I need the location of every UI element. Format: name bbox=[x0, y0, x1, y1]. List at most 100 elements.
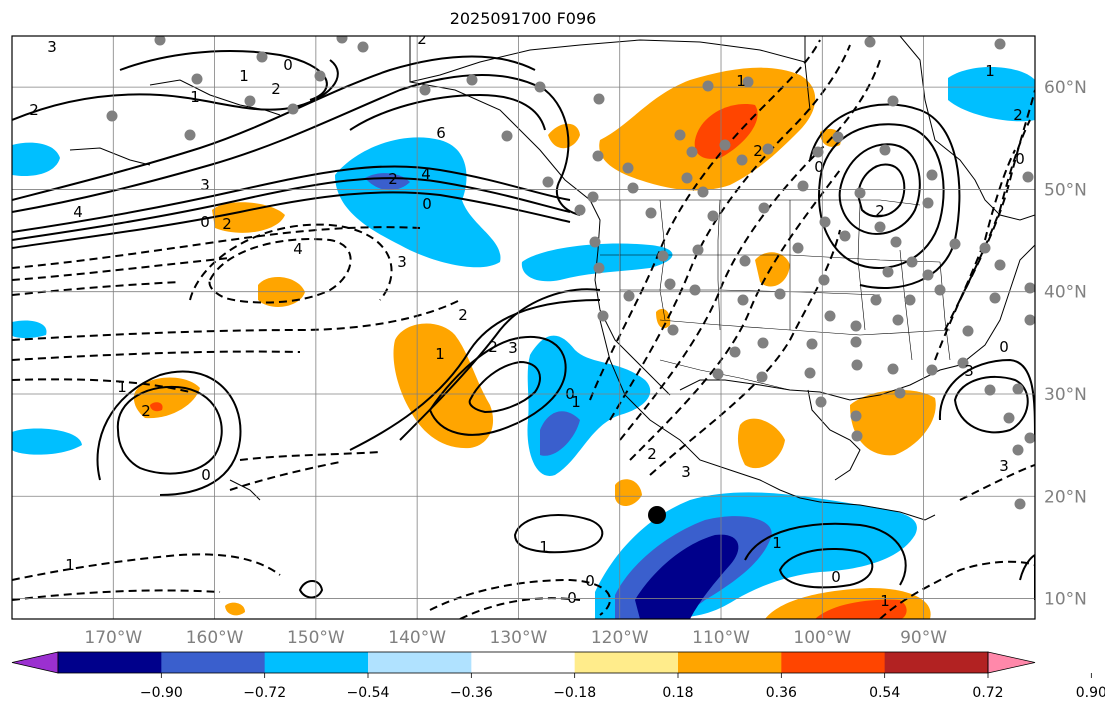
lon-tick-label: 90°W bbox=[900, 628, 947, 648]
contour-label: 0 bbox=[1015, 150, 1025, 168]
contour-label: 3 bbox=[681, 463, 691, 481]
contour-label: 3 bbox=[999, 457, 1009, 475]
contour-label: 1 bbox=[190, 88, 200, 106]
map-frame bbox=[11, 35, 1036, 620]
contour-label: 1 bbox=[435, 345, 445, 363]
negative-anomaly-baja-core bbox=[540, 411, 580, 456]
colorbar-segment bbox=[161, 652, 266, 673]
lat-tick-label: 60°N bbox=[1044, 78, 1087, 98]
colorbar-segment bbox=[678, 652, 782, 673]
colorbar-segment bbox=[471, 652, 576, 673]
contour-label: 0 bbox=[999, 338, 1009, 356]
positive-anomaly-colorado bbox=[755, 252, 790, 287]
positive-anomaly-tiny-2 bbox=[656, 308, 671, 329]
lon-tick-label: 170°W bbox=[84, 628, 142, 648]
lon-tick-label: 100°W bbox=[793, 628, 851, 648]
contour-label: 0 bbox=[200, 213, 210, 231]
colorbar-segment bbox=[58, 652, 162, 673]
contour-label: 2 bbox=[458, 306, 468, 324]
positive-anomaly-tiny bbox=[225, 602, 245, 616]
contour-label: 3 bbox=[508, 339, 518, 357]
negative-anomaly-west-2 bbox=[12, 320, 47, 339]
negative-anomaly-east-pacific-core bbox=[635, 534, 739, 619]
negative-anomaly-west bbox=[12, 142, 60, 177]
positive-anomaly-small bbox=[615, 479, 642, 506]
contour-label: 4 bbox=[293, 240, 303, 258]
station-dots bbox=[106, 36, 1035, 510]
colorbar-extend-max bbox=[987, 651, 1036, 674]
colorbar-extend-min bbox=[11, 651, 59, 674]
colorbar bbox=[11, 651, 1036, 674]
contour-label: 0 bbox=[201, 466, 211, 484]
contour-label: 1 bbox=[880, 592, 890, 610]
colorbar-segment bbox=[884, 652, 989, 673]
contour-label: 2 bbox=[1013, 106, 1023, 124]
contour-label: 1 bbox=[65, 556, 75, 574]
contour-label: 1 bbox=[539, 538, 549, 556]
contour-label: 2 bbox=[753, 142, 763, 160]
contour-label: 4 bbox=[421, 165, 431, 183]
contour-label: 2 bbox=[271, 80, 281, 98]
lon-tick-label: 120°W bbox=[591, 628, 649, 648]
colorbar-tick-labels: −0.90 −0.72 −0.54 −0.36 −0.18 0.18 0.36 0.54 0.7… bbox=[140, 673, 1105, 701]
contour-label: 1 bbox=[772, 534, 782, 552]
contour-label: 4 bbox=[73, 203, 83, 221]
lat-tick-label: 50°N bbox=[1044, 180, 1087, 200]
contour-label: 2 bbox=[875, 202, 885, 220]
contour-label: 2 bbox=[488, 338, 498, 356]
colorbar-tick-label: −0.90 bbox=[140, 685, 183, 701]
contour-label: 1 bbox=[571, 393, 581, 411]
contour-label: 0 bbox=[422, 195, 432, 213]
lat-tick-label: 30°N bbox=[1044, 385, 1087, 405]
contour-label: 2 bbox=[141, 402, 151, 420]
lat-tick-labels: 60°N 50°N 40°N 30°N 20°N 10°N bbox=[1044, 78, 1087, 609]
colorbar-tick-label: −0.72 bbox=[243, 685, 286, 701]
contour-label: 2 bbox=[222, 215, 232, 233]
contour-label: 2 bbox=[647, 445, 657, 463]
colorbar-tick-label: −0.36 bbox=[450, 685, 493, 701]
colorbar-segment bbox=[264, 652, 369, 673]
colorbar-tick-label: 0.90 bbox=[1076, 685, 1105, 701]
positive-anomaly-hawaii-core bbox=[150, 402, 163, 412]
colorbar-tick-label: 0.54 bbox=[869, 685, 900, 701]
contour-label: 3 bbox=[964, 362, 974, 380]
colorbar-tick-label: 0.36 bbox=[766, 685, 797, 701]
dashed-contours bbox=[12, 39, 1035, 619]
contour-label: 1 bbox=[985, 62, 995, 80]
contour-label: 3 bbox=[397, 253, 407, 271]
contour-label: 2 bbox=[417, 30, 427, 48]
colorbar-tick-label: 0.18 bbox=[662, 685, 693, 701]
contour-label: 0 bbox=[831, 568, 841, 586]
contour-label: 2 bbox=[388, 170, 398, 188]
colorbar-segment bbox=[368, 652, 472, 673]
gridlines bbox=[12, 36, 1035, 619]
lon-tick-label: 140°W bbox=[388, 628, 446, 648]
colorbar-tick-label: −0.18 bbox=[553, 685, 596, 701]
colorbar-tick-label: −0.54 bbox=[347, 685, 390, 701]
positive-anomaly-canada-core bbox=[694, 104, 758, 159]
map-title: 2025091700 F096 bbox=[449, 9, 597, 28]
contour-label: 3 bbox=[200, 176, 210, 194]
negative-anomaly-gulf-of-alaska bbox=[335, 137, 501, 268]
contour-label: 2 bbox=[29, 101, 39, 119]
contours bbox=[12, 50, 1035, 600]
contour-label: 1 bbox=[239, 67, 249, 85]
contour-label: 3 bbox=[47, 38, 57, 56]
negative-anomaly-hudson bbox=[948, 66, 1035, 122]
contour-label: 0 bbox=[814, 158, 824, 176]
contour-label: 0 bbox=[283, 56, 293, 74]
colorbar-segment bbox=[781, 652, 886, 673]
lon-tick-label: 110°W bbox=[692, 628, 750, 648]
colorbar-tick-label: 0.72 bbox=[972, 685, 1003, 701]
contour-label: 6 bbox=[436, 124, 446, 142]
negative-anomaly-west-3 bbox=[12, 428, 82, 455]
positive-anomaly-south-core bbox=[815, 599, 907, 619]
contour-label: 0 bbox=[567, 589, 577, 607]
contour-label: 1 bbox=[117, 378, 127, 396]
contour-label: 1 bbox=[736, 72, 746, 90]
positive-anomaly-mexico bbox=[737, 418, 785, 469]
lat-tick-label: 40°N bbox=[1044, 283, 1087, 303]
positive-anomaly-gulf-mexico bbox=[850, 389, 936, 456]
